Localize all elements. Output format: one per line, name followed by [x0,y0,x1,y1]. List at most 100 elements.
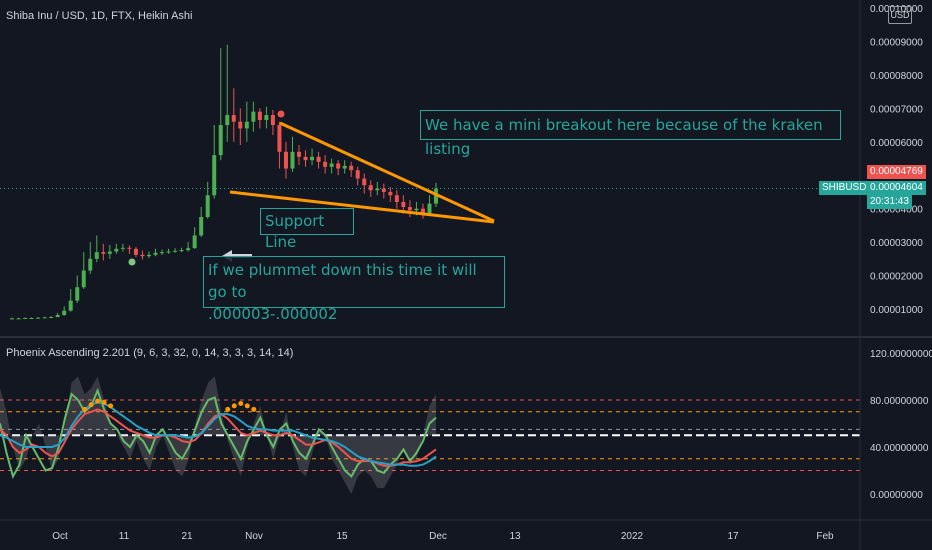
candle-body [29,318,34,320]
candle-body [114,248,119,252]
time-tick-label: 2022 [621,531,644,542]
time-tick-label: Oct [52,531,68,542]
candle-body [16,318,21,320]
candle-body [120,247,125,249]
time-tick-label: Feb [816,531,834,542]
candle-body [166,251,171,253]
price-tick-label: 0.00001000 [870,305,923,316]
upper-trendline [279,121,495,223]
candle-body [349,165,354,171]
price-tick-label: 0.00004000 [870,205,923,216]
candle-body [375,188,380,191]
candle-body [290,151,295,169]
candle-body [192,235,197,249]
candle-body [329,163,334,167]
osc-tick-label: 120.00000000 [870,349,932,360]
candle-body [218,125,223,156]
candle-body [244,121,249,129]
candle-body [88,258,93,271]
plummet-line-1: If we plummet down this time it will go … [208,261,477,301]
candle-body [368,185,373,191]
time-tick-label: 15 [336,531,348,542]
plummet-annotation: If we plummet down this time it will go … [203,256,505,323]
time-tick-label: 11 [119,531,130,542]
time-tick-label: Nov [245,531,263,542]
support-trendline [229,190,495,224]
candle-body [434,188,438,204]
candle-body [362,178,367,186]
candle-body [407,206,412,211]
signal-dot [88,402,94,408]
candle-body [303,156,308,161]
breakout-annotation: We have a mini breakout here because of … [420,110,841,158]
candle-body [133,248,138,255]
candle-body [42,317,47,319]
time-tick-label: Dec [429,531,447,542]
signal-dot [82,406,88,412]
candle-body [10,318,14,320]
osc-series-line [0,387,437,480]
candle-body [264,115,269,121]
signal-dot [231,403,237,409]
red-price-tag: 0.00004769 [867,165,926,179]
candle-body [146,254,151,257]
candle-body [186,248,191,251]
price-tick-label: 0.00009000 [870,37,923,48]
candle-body [55,315,60,318]
candle-body [283,151,288,169]
candle-body [316,156,321,162]
time-tick-label: 13 [509,531,521,542]
candle-body [323,161,328,167]
green-price-tag: 0.00004604 [867,181,926,195]
time-tick-label: 17 [727,531,739,542]
candle-body [94,252,99,259]
time-tick-label: 21 [181,531,193,542]
candle-body [160,252,165,254]
top-marker [277,110,285,118]
candle-body [140,254,145,257]
candle-body [355,170,360,179]
price-tick-label: 0.00006000 [870,138,923,149]
candle-body [342,165,347,169]
candle-body [225,115,230,126]
candle-body [199,217,204,236]
candle-body [62,310,67,316]
candle-body [251,111,256,122]
osc-band-area [0,376,436,494]
candle-body [336,163,341,169]
candle-body [238,121,243,129]
indicator-title: Phoenix Ascending 2.201 (9, 6, 3, 32, 0,… [6,347,294,359]
candle-body [68,300,73,311]
candle-body [173,250,178,252]
price-tick-label: 0.00003000 [870,238,923,249]
candle-body [381,188,386,192]
osc-tick-label: 80.00000000 [870,396,929,407]
candle-body [101,252,106,254]
signal-dot [225,406,231,412]
price-tick-label: 0.00008000 [870,71,923,82]
currency-button[interactable]: USD [888,6,912,24]
countdown-tag: 20:31:43 [867,195,912,209]
osc-tick-label: 40.00000000 [870,443,929,454]
candle-body [179,250,184,252]
signal-dot [244,403,250,409]
bottom-marker [128,258,136,266]
candle-body [81,270,86,288]
signal-dot [101,399,107,405]
candle-body [231,115,236,122]
candle-body [297,151,302,157]
signal-dot [95,398,101,404]
signal-dot [238,401,244,407]
support-annotation: Support Line [260,208,354,251]
candle-body [414,208,419,211]
price-tick-label: 0.00007000 [870,104,923,115]
candle-body [401,201,406,207]
candle-body [107,251,112,254]
candle-body [23,318,28,320]
price-tick-label: 0.00002000 [870,272,923,283]
candle-body [427,203,432,214]
candle-body [394,195,399,202]
candle-body [127,247,132,249]
